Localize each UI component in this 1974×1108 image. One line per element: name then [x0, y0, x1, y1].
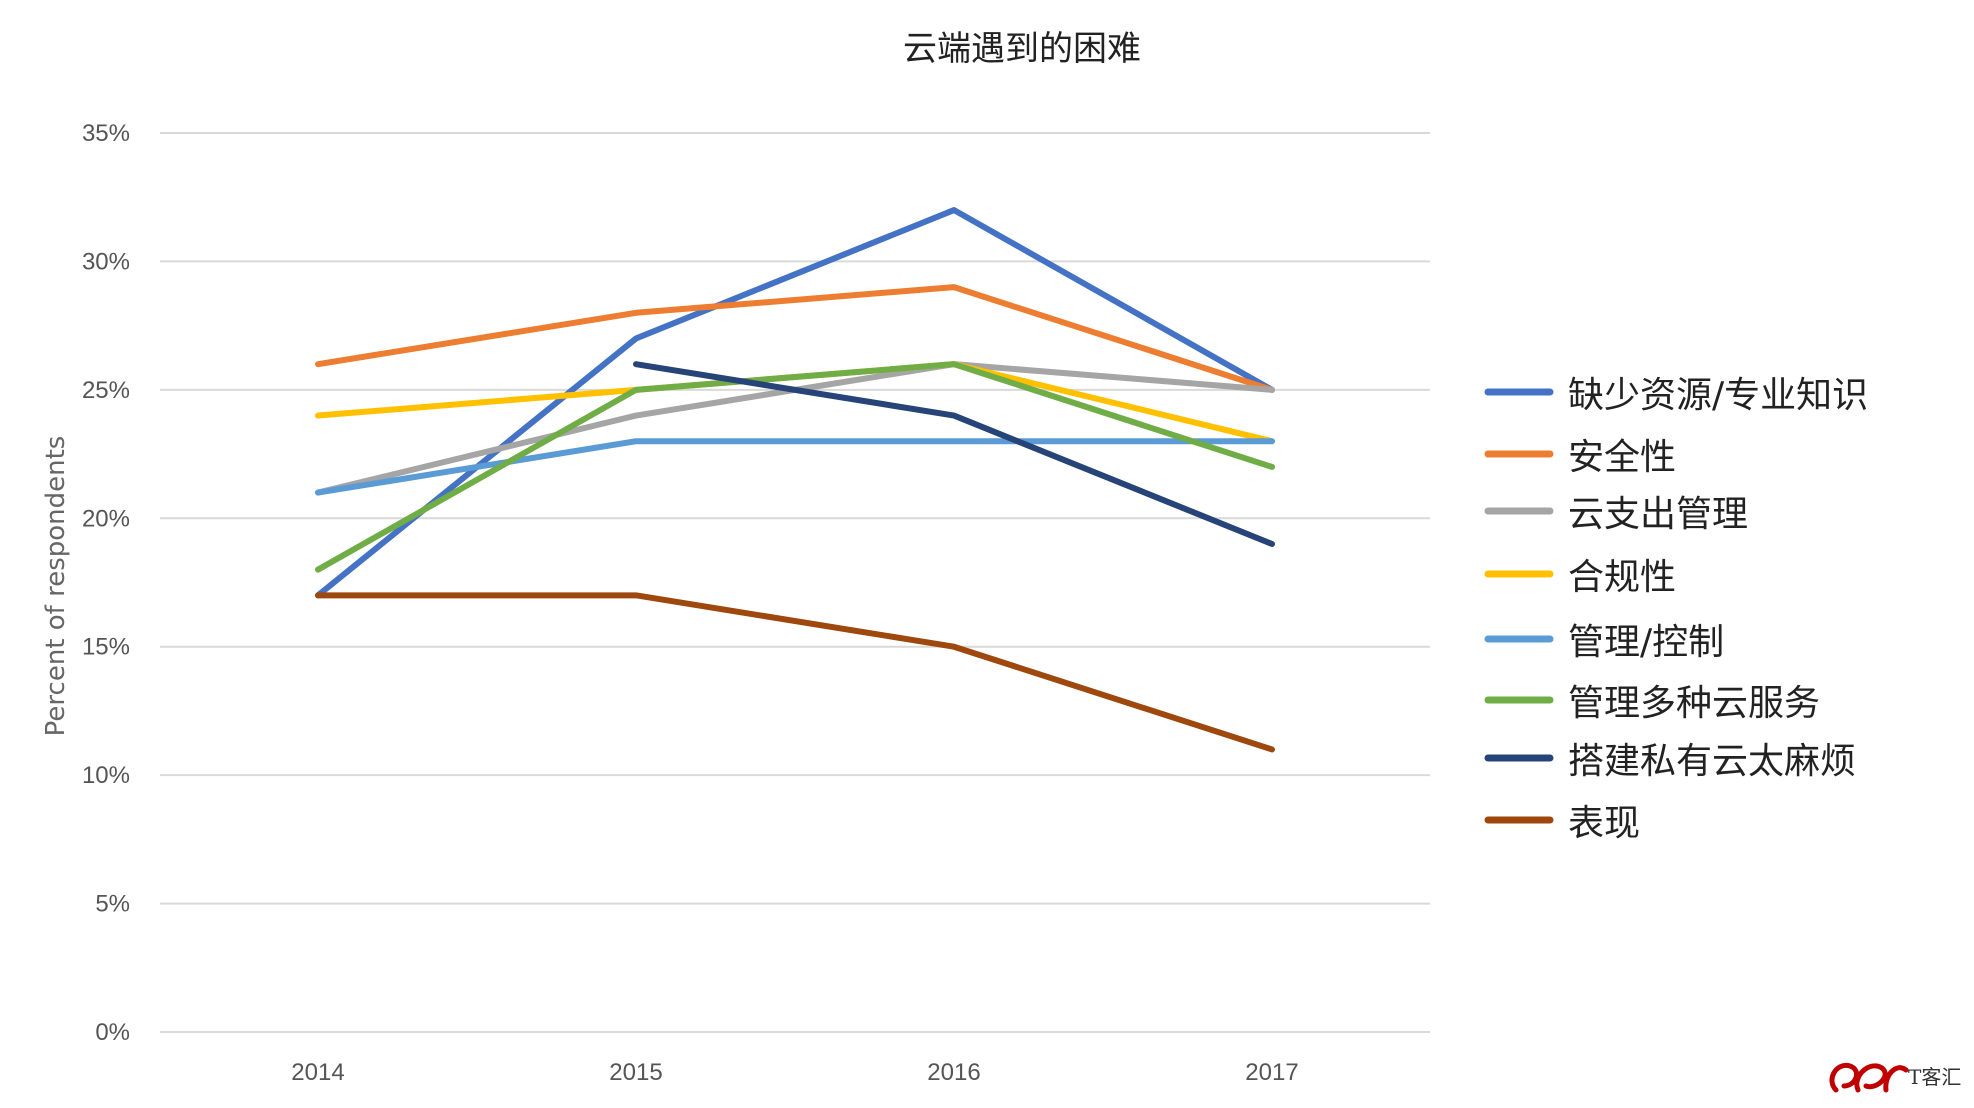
legend-item-label: 安全性 [1568, 437, 1676, 478]
gridlines [160, 132, 1430, 1033]
watermark-logo: T客汇 [1829, 1062, 1961, 1093]
legend-item-label: 合规性 [1568, 557, 1676, 598]
y-tick-label: 0% [95, 1019, 130, 1046]
series-line-8 [315, 592, 1275, 753]
y-tick-label: 30% [82, 248, 130, 275]
series-lines [315, 207, 1275, 753]
chart-title: 云端遇到的困难 [903, 29, 1141, 69]
legend: 缺少资源/专业知识安全性云支出管理合规性管理/控制管理多种云服务搭建私有云太麻烦… [1484, 375, 1868, 844]
y-tick-label: 10% [82, 762, 130, 789]
watermark-logo-icon [1829, 1062, 1909, 1093]
x-tick-label: 2017 [1245, 1059, 1298, 1086]
legend-item-label: 缺少资源/专业知识 [1568, 375, 1868, 416]
y-tick-label: 35% [82, 120, 130, 147]
y-tick-label: 5% [95, 891, 130, 918]
legend-item-label: 云支出管理 [1568, 494, 1748, 535]
legend-item-label: 表现 [1568, 803, 1640, 844]
x-tick-label: 2015 [609, 1059, 662, 1086]
x-tick-label: 2014 [291, 1059, 344, 1086]
x-tick-label: 2016 [927, 1059, 980, 1086]
series-line-2 [315, 284, 1275, 393]
x-axis-ticks: 2014 2015 2016 2017 [291, 1059, 1298, 1086]
series-line-3 [315, 361, 1275, 496]
y-tick-label: 20% [82, 505, 130, 532]
y-axis-label: Percent of respondents [41, 436, 71, 737]
y-tick-label: 15% [82, 634, 130, 661]
legend-item-label: 管理/控制 [1568, 622, 1724, 663]
series-line-5 [315, 438, 1275, 496]
legend-item-label: 管理多种云服务 [1568, 683, 1820, 724]
series-line-7 [633, 361, 1275, 547]
y-axis-ticks: 0% 5% 10% 15% 20% 25% 30% 35% [82, 120, 130, 1046]
series-line-6 [315, 361, 1275, 573]
legend-item-label: 搭建私有云太麻烦 [1568, 741, 1856, 782]
watermark-text: T客汇 [1908, 1065, 1961, 1089]
y-tick-label: 25% [82, 377, 130, 404]
